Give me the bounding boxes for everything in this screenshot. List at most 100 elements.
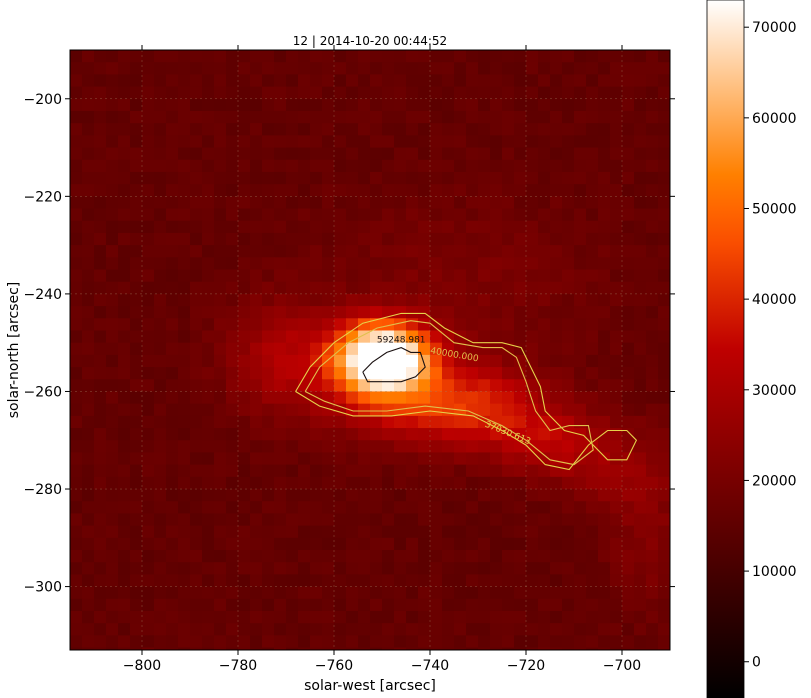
heatmap-cell <box>658 367 670 380</box>
heatmap-cell <box>574 74 587 88</box>
heatmap-cell <box>238 269 251 283</box>
heatmap-cell <box>82 220 95 234</box>
heatmap-cell <box>406 147 419 161</box>
heatmap-cell <box>646 293 659 307</box>
heatmap-cell <box>466 537 479 551</box>
heatmap-cell <box>322 574 335 588</box>
heatmap-cell <box>226 342 239 356</box>
heatmap-cell <box>310 342 323 356</box>
heatmap-cell <box>586 171 599 185</box>
heatmap-cell <box>106 62 119 75</box>
heatmap-cell <box>274 245 287 258</box>
heatmap-cell <box>622 354 635 368</box>
heatmap-cell <box>562 330 575 344</box>
heatmap-cell <box>406 306 419 319</box>
heatmap-cell <box>70 147 83 161</box>
heatmap-cell <box>550 50 563 63</box>
heatmap-cell <box>202 196 215 210</box>
heatmap-cell <box>322 257 335 271</box>
heatmap-cell <box>478 635 491 649</box>
heatmap-cell <box>418 574 431 588</box>
heatmap-cell <box>598 367 611 380</box>
heatmap-cell <box>130 159 143 173</box>
heatmap-cell <box>178 98 191 112</box>
heatmap-cell <box>130 123 143 136</box>
heatmap-cell <box>154 391 167 405</box>
heatmap-cell <box>310 550 323 563</box>
heatmap-cell <box>454 647 467 650</box>
heatmap-cell <box>430 635 443 649</box>
heatmap-cell <box>346 147 359 161</box>
heatmap-cell <box>586 257 599 271</box>
heatmap-cell <box>454 476 467 490</box>
heatmap-cell <box>130 293 143 307</box>
heatmap-cell <box>94 62 107 75</box>
heatmap-cell <box>322 184 335 197</box>
heatmap-cell <box>154 635 167 649</box>
heatmap-cell <box>634 586 647 600</box>
heatmap-cell <box>298 110 311 124</box>
heatmap-cell <box>514 220 527 234</box>
heatmap-cell <box>502 342 515 356</box>
heatmap-cell <box>454 342 467 356</box>
heatmap-cell <box>418 391 431 405</box>
heatmap-cell <box>238 232 251 246</box>
heatmap-cell <box>154 147 167 161</box>
heatmap-cell <box>538 293 551 307</box>
heatmap-cell <box>310 110 323 124</box>
heatmap-cell <box>610 98 623 112</box>
heatmap-cell <box>202 123 215 136</box>
heatmap-cell <box>334 245 347 258</box>
heatmap-cell <box>550 342 563 356</box>
heatmap-cell <box>382 452 395 466</box>
heatmap-cell <box>298 220 311 234</box>
heatmap-cell <box>394 318 407 332</box>
heatmap-cell <box>538 62 551 75</box>
heatmap-cell <box>226 147 239 161</box>
heatmap-cell <box>394 171 407 185</box>
heatmap-cell <box>382 86 395 100</box>
heatmap-cell <box>190 403 203 417</box>
heatmap-cell <box>634 220 647 234</box>
heatmap-cell <box>430 452 443 466</box>
heatmap-cell <box>562 476 575 490</box>
heatmap-cell <box>442 647 455 650</box>
heatmap-cell <box>190 440 203 454</box>
heatmap-cell <box>118 489 131 502</box>
heatmap-cell <box>574 318 587 332</box>
heatmap-cell <box>106 550 119 563</box>
heatmap-cell <box>226 110 239 124</box>
x-axis-label: solar-west [arcsec] <box>304 678 436 694</box>
heatmap-cell <box>406 574 419 588</box>
heatmap-cell <box>430 257 443 271</box>
heatmap-cell <box>526 428 539 441</box>
heatmap-cell <box>418 562 431 575</box>
heatmap-cell <box>598 574 611 588</box>
heatmap-cell <box>538 367 551 380</box>
heatmap-cell <box>274 318 287 332</box>
heatmap-cell <box>394 86 407 100</box>
heatmap-cell <box>346 452 359 466</box>
heatmap-cell <box>118 379 131 393</box>
heatmap-cell <box>94 635 107 649</box>
heatmap-cell <box>382 232 395 246</box>
heatmap-cell <box>370 184 383 197</box>
heatmap-cell <box>70 464 83 478</box>
heatmap-cell <box>538 550 551 563</box>
heatmap-cell <box>82 86 95 100</box>
heatmap-cell <box>154 586 167 600</box>
heatmap-cell <box>166 306 179 319</box>
heatmap-cell <box>610 220 623 234</box>
heatmap-cell <box>214 489 227 502</box>
heatmap-cell <box>646 647 659 650</box>
heatmap-cell <box>454 452 467 466</box>
heatmap-cell <box>322 598 335 612</box>
heatmap-cell <box>382 171 395 185</box>
heatmap-cell <box>658 440 670 454</box>
heatmap-cell <box>70 208 83 222</box>
heatmap-cell <box>574 62 587 75</box>
heatmap-cell <box>106 428 119 441</box>
heatmap-cell <box>658 550 670 563</box>
heatmap-cell <box>106 415 119 429</box>
heatmap-cell <box>262 379 275 393</box>
